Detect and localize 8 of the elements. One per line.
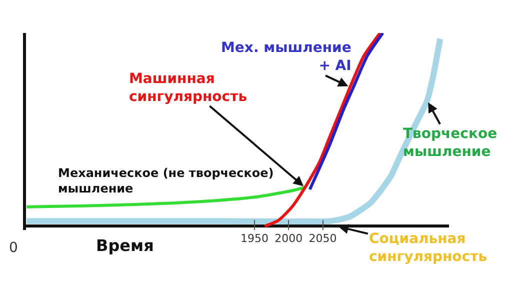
x-tick-label: 2000 [274,232,303,245]
annotation: Творческое мышление [403,126,498,160]
annotation: Социальная сингулярность [369,231,488,266]
x-tick-label: 2050 [308,232,337,245]
annotation: Механическое (не творческое) мышление [58,166,274,196]
x-tick-label: 1950 [240,232,269,245]
text: 0 [9,240,18,256]
x-axis-title: Время [96,236,154,255]
